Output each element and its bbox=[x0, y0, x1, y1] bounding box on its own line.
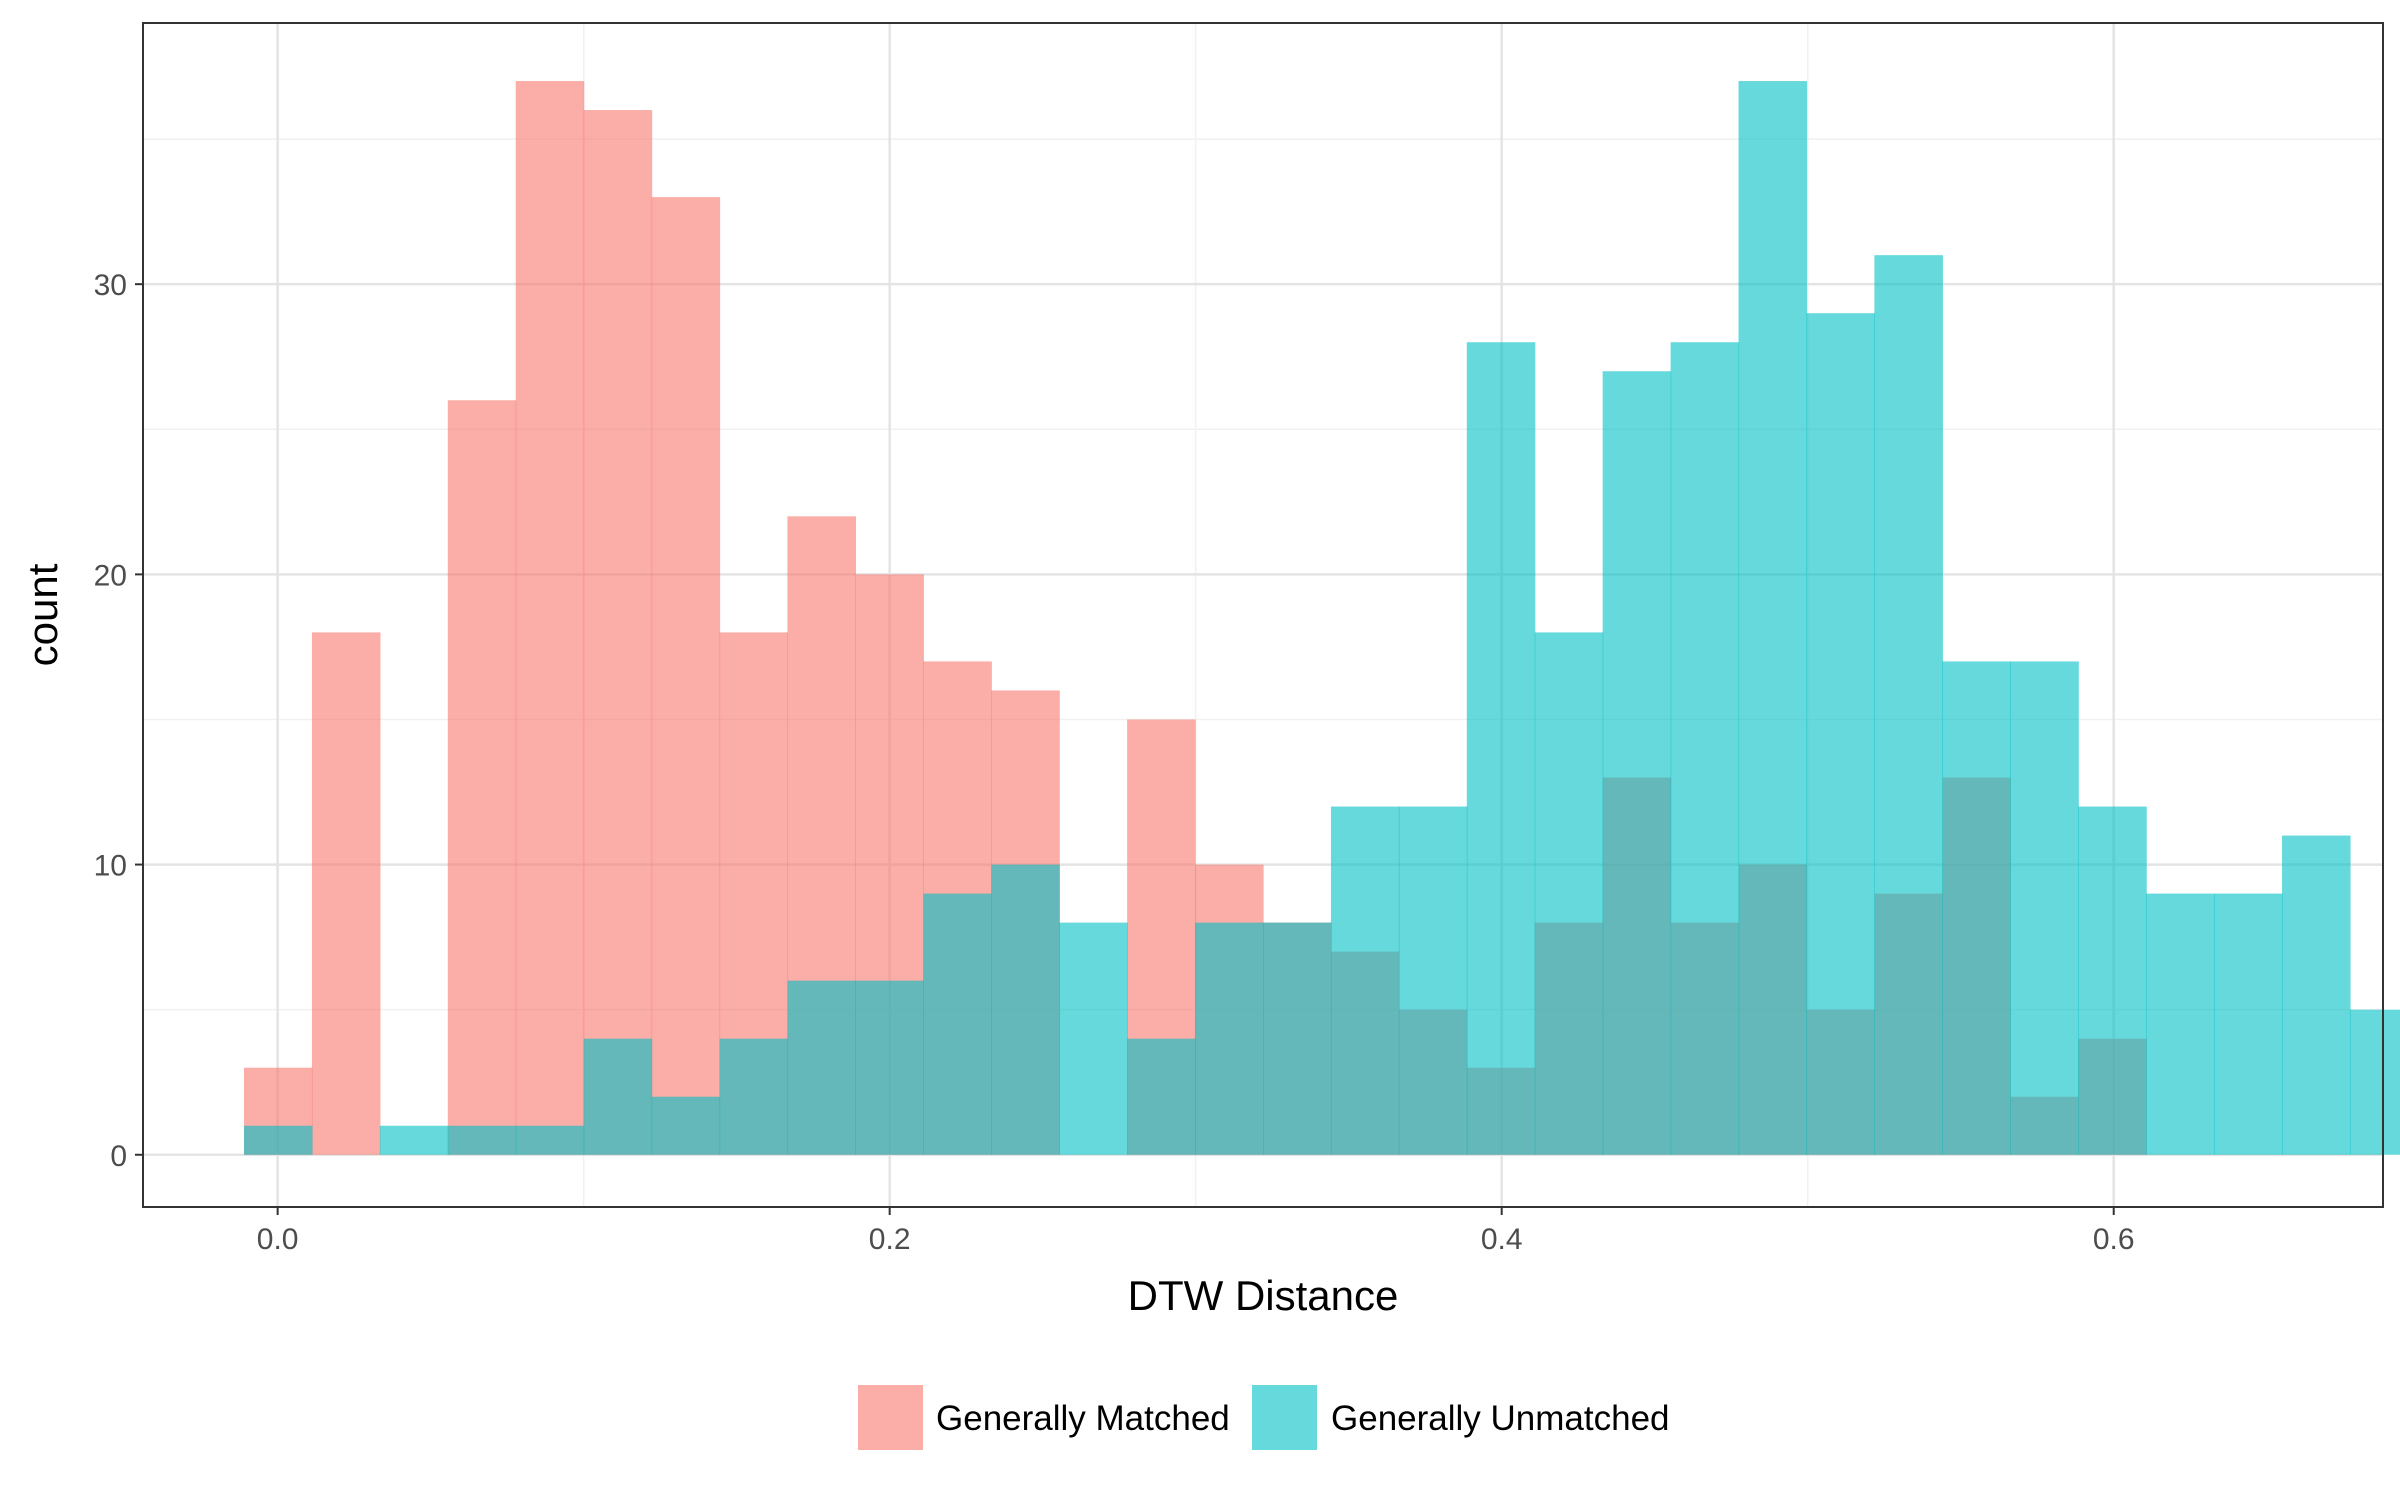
y-tick-label: 30 bbox=[94, 269, 127, 302]
y-tick-label: 10 bbox=[94, 850, 127, 883]
histogram-bar bbox=[1670, 342, 1740, 1155]
legend-label-generally-unmatched: Generally Unmatched bbox=[1331, 1399, 1670, 1438]
histogram-bar bbox=[1738, 81, 1808, 1155]
histogram-bar bbox=[719, 1038, 789, 1155]
histogram-bar bbox=[1466, 342, 1536, 1155]
legend-key-generally-unmatched bbox=[1252, 1385, 1317, 1450]
histogram-bar bbox=[515, 81, 585, 1155]
histogram-bar bbox=[1127, 1038, 1196, 1155]
histogram-bar bbox=[447, 400, 517, 1155]
histogram-bar bbox=[651, 197, 721, 1155]
histogram-bar bbox=[1398, 806, 1468, 1155]
histogram-bar bbox=[1806, 313, 1876, 1155]
histogram-bar bbox=[1942, 661, 2011, 1155]
histogram-bar bbox=[2349, 1009, 2400, 1155]
histogram-bar bbox=[515, 1125, 585, 1155]
plot-panel-border bbox=[142, 22, 2384, 1208]
histogram-bar bbox=[1195, 922, 1264, 1155]
histogram-bar bbox=[2078, 806, 2147, 1155]
histogram-bar bbox=[243, 1125, 313, 1155]
legend-label-generally-matched: Generally Matched bbox=[936, 1399, 1230, 1438]
histogram-bar bbox=[2282, 835, 2351, 1155]
histogram-bar bbox=[2214, 893, 2283, 1155]
x-tick-label: 0.2 bbox=[869, 1223, 911, 1256]
histogram-bars bbox=[243, 81, 2400, 1155]
histogram-bar bbox=[855, 980, 924, 1155]
legend: Generally Matched Generally Unmatched bbox=[858, 1385, 1670, 1450]
histogram-bar bbox=[1874, 255, 1943, 1155]
histogram-bar bbox=[583, 110, 653, 1155]
histogram-bar bbox=[2146, 893, 2215, 1155]
axis-ticks: 0.0 0.2 0.4 0.6 0 10 20 30 bbox=[94, 269, 2135, 1256]
histogram-bar bbox=[1263, 922, 1332, 1155]
histogram-bar bbox=[1059, 922, 1128, 1155]
x-tick-label: 0.0 bbox=[257, 1223, 299, 1256]
legend-key-generally-matched bbox=[858, 1385, 923, 1450]
histogram-bar bbox=[447, 1125, 517, 1155]
x-axis-title: DTW Distance bbox=[1128, 1272, 1399, 1319]
histogram-bar bbox=[787, 980, 856, 1155]
histogram-bar bbox=[311, 632, 381, 1155]
histogram-bar bbox=[583, 1038, 653, 1155]
histogram-bar bbox=[379, 1125, 449, 1155]
histogram-bar bbox=[1534, 632, 1604, 1155]
series-generally-unmatched bbox=[243, 81, 2400, 1155]
histogram-bar bbox=[2010, 661, 2079, 1155]
histogram-bar bbox=[991, 864, 1060, 1155]
y-tick-label: 0 bbox=[110, 1140, 127, 1173]
histogram-bar bbox=[651, 1096, 721, 1155]
histogram-bar bbox=[923, 893, 992, 1155]
x-tick-label: 0.4 bbox=[1481, 1223, 1523, 1256]
histogram-bar bbox=[1602, 371, 1672, 1155]
histogram-bar bbox=[1330, 806, 1400, 1155]
y-tick-label: 20 bbox=[94, 559, 127, 592]
y-axis-title: count bbox=[19, 563, 66, 666]
x-tick-label: 0.6 bbox=[2093, 1223, 2135, 1256]
